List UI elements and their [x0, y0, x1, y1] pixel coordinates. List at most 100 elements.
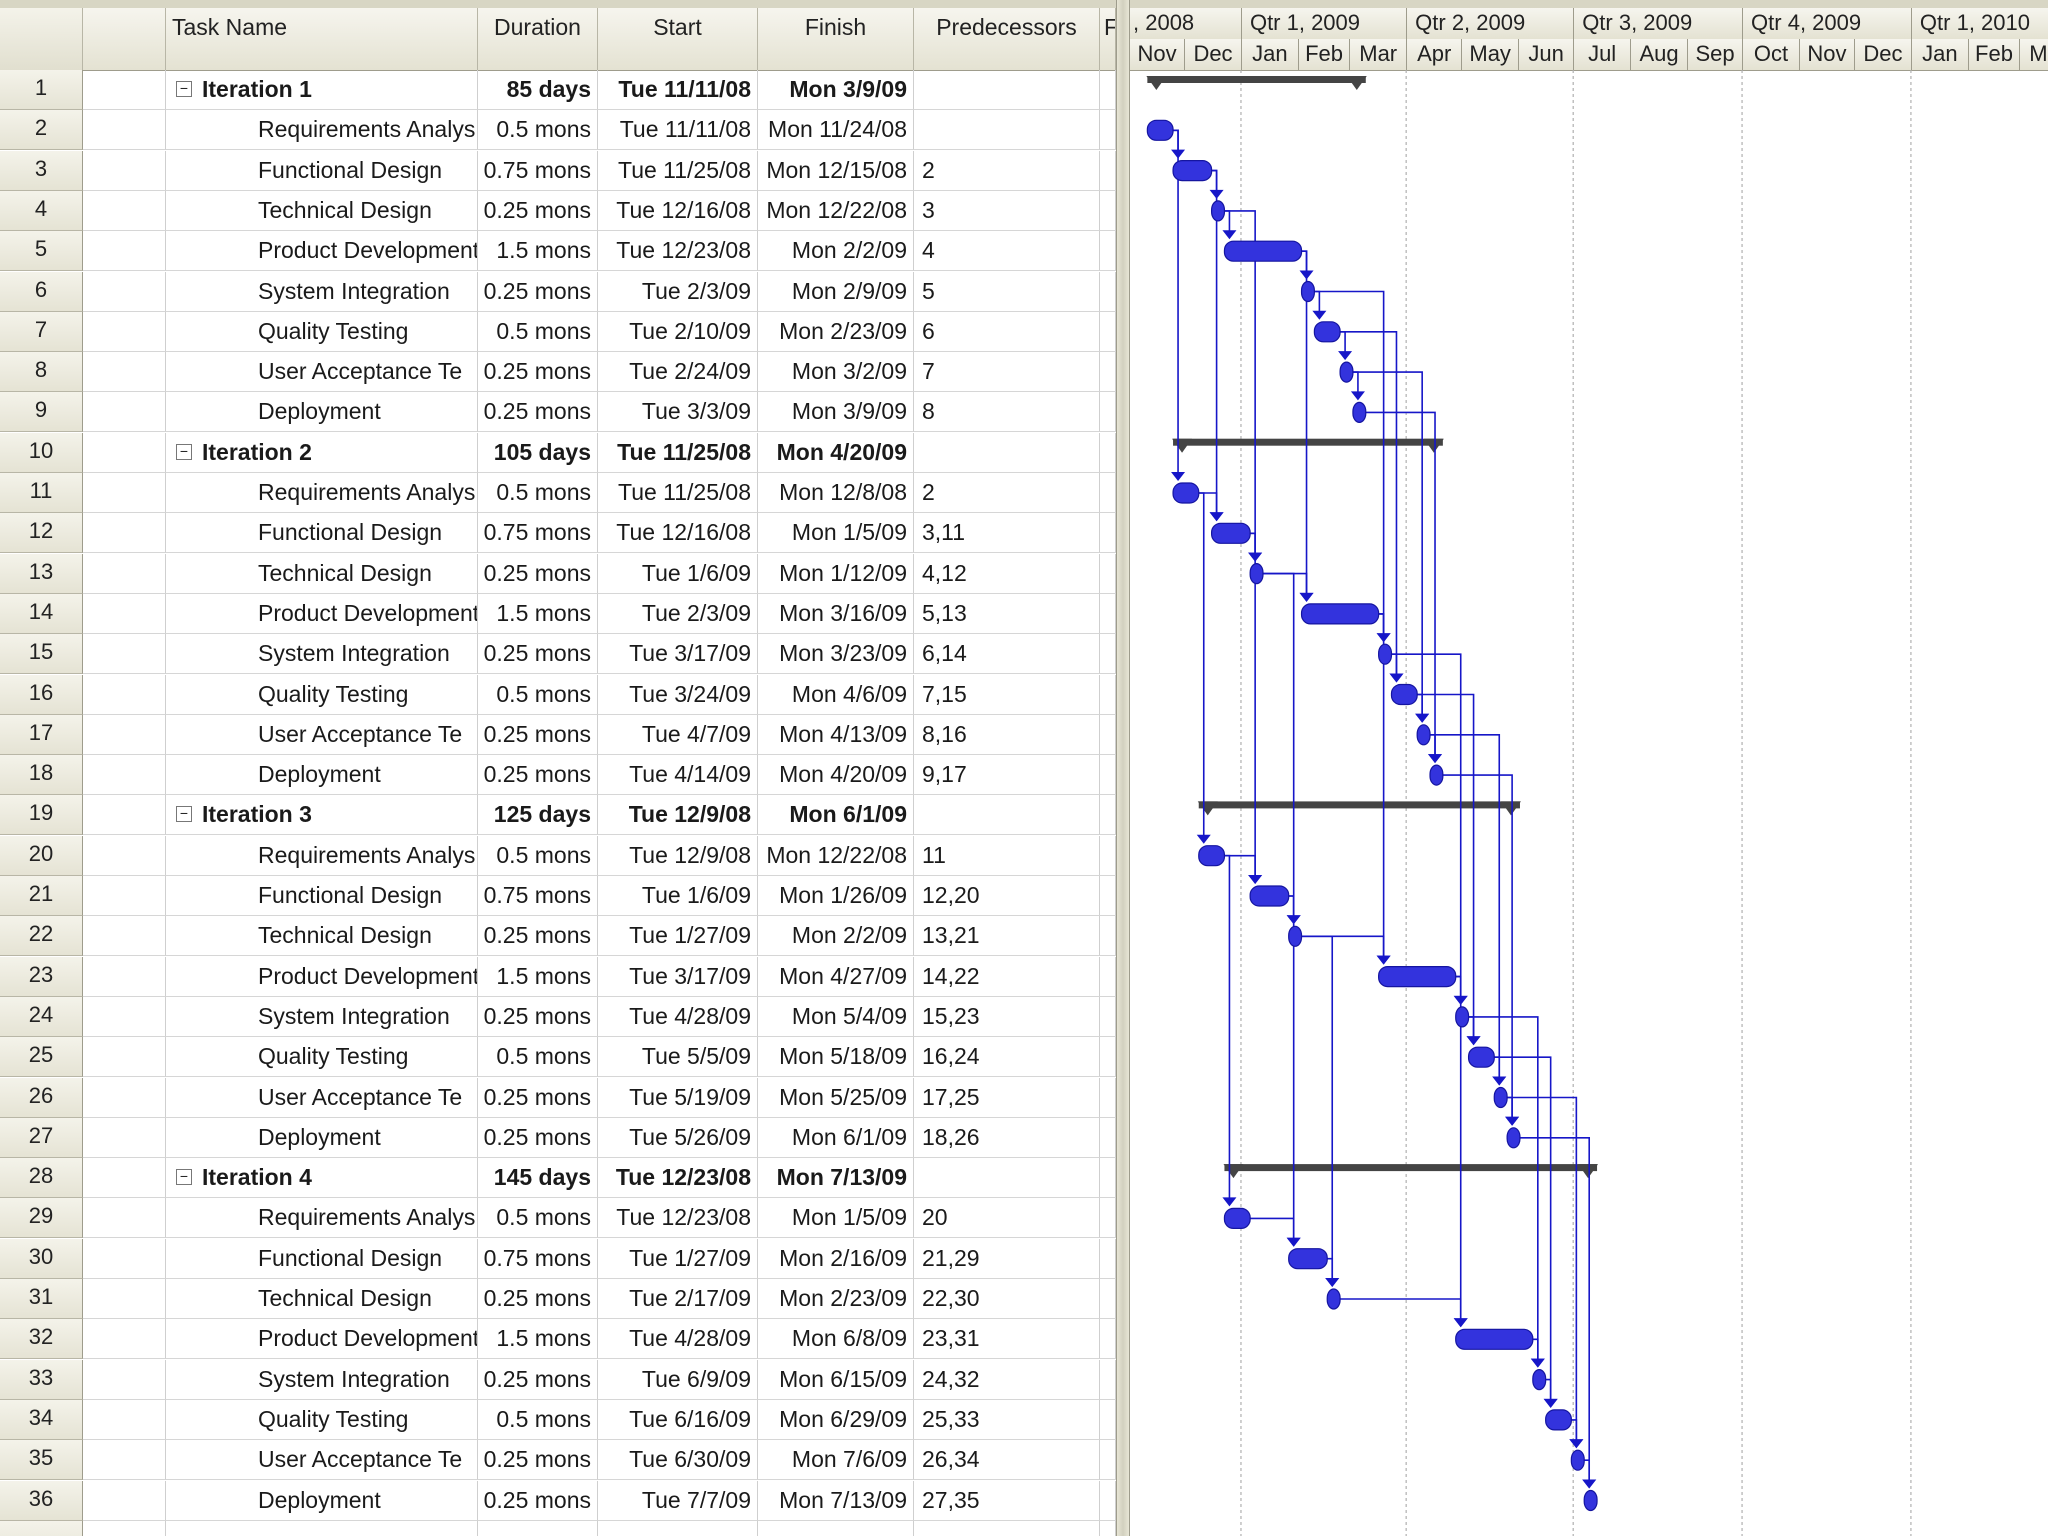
hidden-column-cell[interactable] — [1100, 1117, 1116, 1158]
start-cell[interactable]: Tue 11/11/08 — [598, 70, 758, 110]
summary-bar[interactable] — [1198, 801, 1520, 809]
task-name-cell[interactable]: System Integration — [166, 634, 478, 675]
finish-cell[interactable]: Mon 7/13/09 — [758, 1480, 914, 1521]
task-bar[interactable] — [1467, 1046, 1495, 1068]
start-cell[interactable]: Tue 1/6/09 — [598, 553, 758, 594]
hidden-column-cell[interactable] — [1100, 70, 1116, 110]
duration-cell[interactable]: 0.25 mons — [478, 1480, 598, 1521]
task-name-cell[interactable]: Deployment — [166, 1480, 478, 1521]
split-bar[interactable] — [1116, 0, 1130, 1536]
task-name-cell[interactable]: System Integration — [166, 996, 478, 1037]
finish-cell[interactable]: Mon 5/18/09 — [758, 1037, 914, 1078]
dependency-arrow[interactable] — [1248, 875, 1263, 884]
task-name-cell[interactable]: Quality Testing — [166, 1399, 478, 1440]
task-bar[interactable] — [1352, 401, 1367, 423]
finish-cell[interactable]: Mon 12/8/08 — [758, 473, 914, 513]
start-cell[interactable]: Tue 11/25/08 — [598, 473, 758, 513]
task-row[interactable]: 29 Requirements Analys 0.5 mons Tue 12/23/0… — [0, 1198, 1116, 1239]
task-name-cell[interactable]: Functional Design — [166, 876, 478, 916]
row-number[interactable]: 27 — [0, 1117, 83, 1158]
summary-task-row[interactable]: 28− Iteration 4 145 days Tue 12/23/08 Mon 7/… — [0, 1158, 1116, 1199]
task-bar[interactable] — [1378, 965, 1457, 988]
duration-cell[interactable]: 1.5 mons — [478, 231, 598, 272]
task-bar[interactable] — [1532, 1368, 1547, 1391]
task-row[interactable]: 33 System Integration 0.25 mons Tue 6/9/09 M… — [0, 1359, 1116, 1400]
predecessors-cell[interactable]: 7 — [914, 352, 1100, 393]
predecessors-cell[interactable] — [914, 432, 1100, 473]
hidden-column-cell[interactable] — [1100, 714, 1116, 755]
dependency-arrow[interactable] — [1466, 1036, 1481, 1046]
task-row[interactable]: 31 Technical Design 0.25 mons Tue 2/17/09 Mo… — [0, 1279, 1116, 1319]
row-number[interactable]: 2 — [0, 110, 83, 151]
summary-bar-start-cap[interactable] — [1172, 438, 1193, 453]
indicators-cell[interactable] — [83, 1399, 166, 1440]
indicators-cell[interactable] — [83, 432, 166, 473]
predecessors-cell[interactable]: 5 — [914, 271, 1100, 312]
hidden-column-cell[interactable] — [1100, 1359, 1116, 1400]
hidden-column-cell[interactable] — [1100, 110, 1116, 151]
predecessors-cell[interactable] — [914, 1158, 1100, 1199]
task-name-cell[interactable]: User Acceptance Te — [166, 352, 478, 393]
start-cell[interactable]: Tue 4/28/09 — [598, 1319, 758, 1360]
indicators-cell[interactable] — [83, 795, 166, 836]
summary-bar-start-cap[interactable] — [1197, 801, 1218, 816]
indicators-cell[interactable] — [83, 1359, 166, 1400]
start-cell[interactable]: Tue 4/14/09 — [598, 755, 758, 796]
summary-task-row[interactable]: 10− Iteration 2 105 days Tue 11/25/08 Mon 4/… — [0, 432, 1116, 473]
finish-cell[interactable]: Mon 1/26/09 — [758, 876, 914, 916]
dependency-arrow[interactable] — [1582, 1479, 1597, 1489]
indicators-cell[interactable] — [83, 916, 166, 957]
indicators-cell[interactable] — [83, 1037, 166, 1078]
row-number[interactable]: 8 — [0, 352, 83, 393]
hidden-column-cell[interactable] — [1100, 1238, 1116, 1279]
start-cell[interactable]: Tue 1/6/09 — [598, 876, 758, 916]
row-number[interactable]: 1 — [0, 70, 83, 110]
finish-cell[interactable]: Mon 2/23/09 — [758, 311, 914, 352]
row-number[interactable]: 7 — [0, 311, 83, 352]
predecessors-cell[interactable]: 13,21 — [914, 916, 1100, 957]
task-row[interactable]: 35 User Acceptance Te 0.25 mons Tue 6/30/09… — [0, 1440, 1116, 1481]
empty-cell[interactable] — [478, 1520, 598, 1536]
start-cell[interactable]: Tue 12/16/08 — [598, 190, 758, 231]
hidden-column-cell[interactable] — [1100, 835, 1116, 876]
finish-cell[interactable]: Mon 3/23/09 — [758, 634, 914, 675]
task-name-cell[interactable]: Deployment — [166, 1117, 478, 1158]
duration-cell[interactable]: 0.25 mons — [478, 1077, 598, 1118]
start-cell[interactable]: Tue 6/30/09 — [598, 1440, 758, 1481]
indicators-cell[interactable] — [83, 110, 166, 151]
indicators-cell[interactable] — [83, 593, 166, 634]
duration-cell[interactable]: 0.25 mons — [478, 553, 598, 594]
task-row[interactable]: 4 Technical Design 0.25 mons Tue 12/16/08 Mo… — [0, 190, 1116, 231]
start-cell[interactable]: Tue 11/11/08 — [598, 110, 758, 151]
start-cell[interactable]: Tue 6/9/09 — [598, 1359, 758, 1400]
indicators-cell[interactable] — [83, 311, 166, 352]
predecessors-cell[interactable]: 21,29 — [914, 1238, 1100, 1279]
row-number[interactable]: 15 — [0, 634, 83, 675]
predecessors-cell[interactable]: 6 — [914, 311, 1100, 352]
predecessors-cell[interactable]: 25,33 — [914, 1399, 1100, 1440]
indicators-cell[interactable] — [83, 352, 166, 393]
predecessors-cell[interactable]: 26,34 — [914, 1440, 1100, 1481]
finish-cell[interactable]: Mon 5/4/09 — [758, 996, 914, 1037]
task-bar[interactable] — [1416, 724, 1431, 746]
finish-cell[interactable]: Mon 12/15/08 — [758, 150, 914, 191]
hidden-column-cell[interactable] — [1100, 1279, 1116, 1319]
row-number[interactable]: 11 — [0, 473, 83, 513]
duration-cell[interactable]: 0.5 mons — [478, 674, 598, 715]
finish-cell[interactable]: Mon 2/23/09 — [758, 1279, 914, 1319]
duration-cell[interactable]: 1.5 mons — [478, 1319, 598, 1360]
hidden-column-cell[interactable] — [1100, 1319, 1116, 1360]
duration-cell[interactable]: 0.75 mons — [478, 876, 598, 916]
finish-cell[interactable]: Mon 2/2/09 — [758, 916, 914, 957]
row-number[interactable]: 35 — [0, 1440, 83, 1481]
duration-cell[interactable]: 85 days — [478, 70, 598, 110]
hidden-column-cell[interactable] — [1100, 231, 1116, 272]
duration-cell[interactable]: 0.5 mons — [478, 311, 598, 352]
task-name-cell[interactable]: Technical Design — [166, 553, 478, 594]
duration-cell[interactable]: 0.25 mons — [478, 714, 598, 755]
task-name-cell[interactable]: User Acceptance Te — [166, 1077, 478, 1118]
task-name-cell[interactable]: Requirements Analys — [166, 110, 478, 151]
task-bar[interactable] — [1210, 522, 1251, 544]
summary-bar-end-cap[interactable] — [1423, 438, 1444, 453]
indicators-cell[interactable] — [83, 876, 166, 916]
